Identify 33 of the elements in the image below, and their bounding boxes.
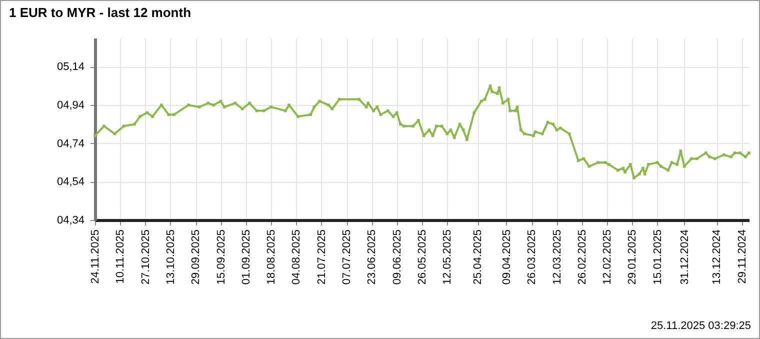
- x-tick-label: 12.03.2025: [551, 230, 564, 285]
- x-tick-label: 26.05.2025: [416, 230, 428, 285]
- y-tick-label: 04,34: [56, 214, 84, 226]
- x-tick-label: 25.04.2025: [472, 230, 484, 285]
- x-tick-label: 13.12.2024: [711, 230, 724, 285]
- x-tick-label: 29.01.2025: [626, 230, 639, 285]
- x-tick-label: 15.01.2025: [652, 230, 664, 285]
- x-tick-label: 21.07.2025: [316, 230, 328, 285]
- x-tick-label: 26.03.2025: [526, 230, 538, 285]
- y-tick-label: 04,94: [56, 100, 84, 112]
- x-tick-label: 24.11.2025: [90, 230, 102, 284]
- x-tick-label: 04.08.2025: [290, 230, 303, 285]
- y-tick-label: 05,14: [56, 61, 84, 74]
- y-tick-label: 04,54: [56, 176, 84, 188]
- x-tick-label: 29.09.2025: [190, 230, 202, 285]
- x-tick-label: 01.09.2025: [240, 230, 252, 285]
- x-tick-label: 09.04.2025: [500, 230, 513, 285]
- x-tick-label: 09.06.2025: [391, 230, 404, 285]
- x-tick-label: 12.02.2025: [602, 230, 614, 285]
- x-tick-label: 10.11.2025: [114, 230, 127, 284]
- x-tick-label: 23.06.2025: [366, 230, 378, 285]
- text: 25.11.2025 03:29:25: [650, 320, 751, 332]
- x-tick-label: 07.07.2025: [341, 230, 354, 285]
- x-tick-label: 27.10.2025: [140, 230, 152, 285]
- x-tick-label: 26.02.2025: [576, 230, 588, 285]
- x-tick-label: 31.12.2024: [678, 230, 691, 285]
- x-tick-label: 15.09.2025: [215, 230, 228, 285]
- chart-title: 1 EUR to MYR - last 12 month: [9, 5, 192, 20]
- x-tick-label: 12.05.2025: [442, 230, 454, 285]
- y-tick-label: 04,74: [56, 138, 84, 150]
- x-tick-label: 13.10.2025: [164, 230, 177, 285]
- x-tick-label: 29.11.2024: [736, 230, 748, 284]
- x-tick-label: 18.08.2025: [266, 230, 278, 285]
